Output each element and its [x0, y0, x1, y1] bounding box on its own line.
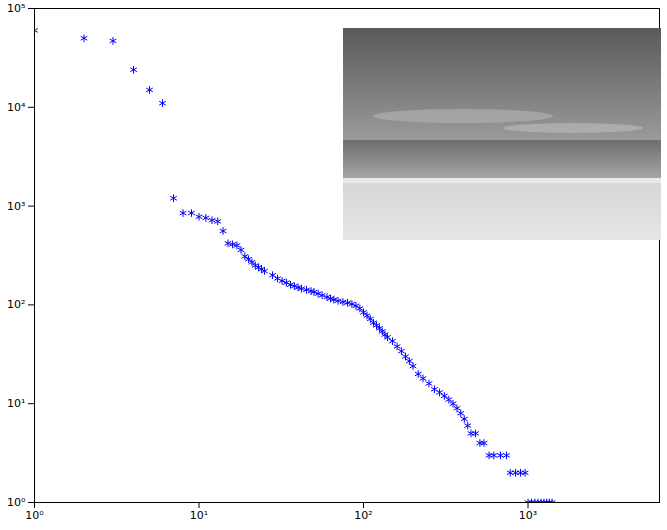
- svg-text:10³: 10³: [7, 200, 25, 213]
- svg-text:10³: 10³: [519, 509, 537, 522]
- svg-text:10⁰: 10⁰: [7, 496, 26, 509]
- svg-text:10⁰: 10⁰: [25, 509, 44, 522]
- svg-text:10¹: 10¹: [7, 397, 25, 410]
- svg-text:10¹: 10¹: [190, 509, 208, 522]
- svg-text:10²: 10²: [354, 509, 372, 522]
- svg-text:10²: 10²: [7, 298, 25, 311]
- svg-text:10⁴: 10⁴: [7, 101, 26, 114]
- svg-text:10⁵: 10⁵: [7, 2, 25, 15]
